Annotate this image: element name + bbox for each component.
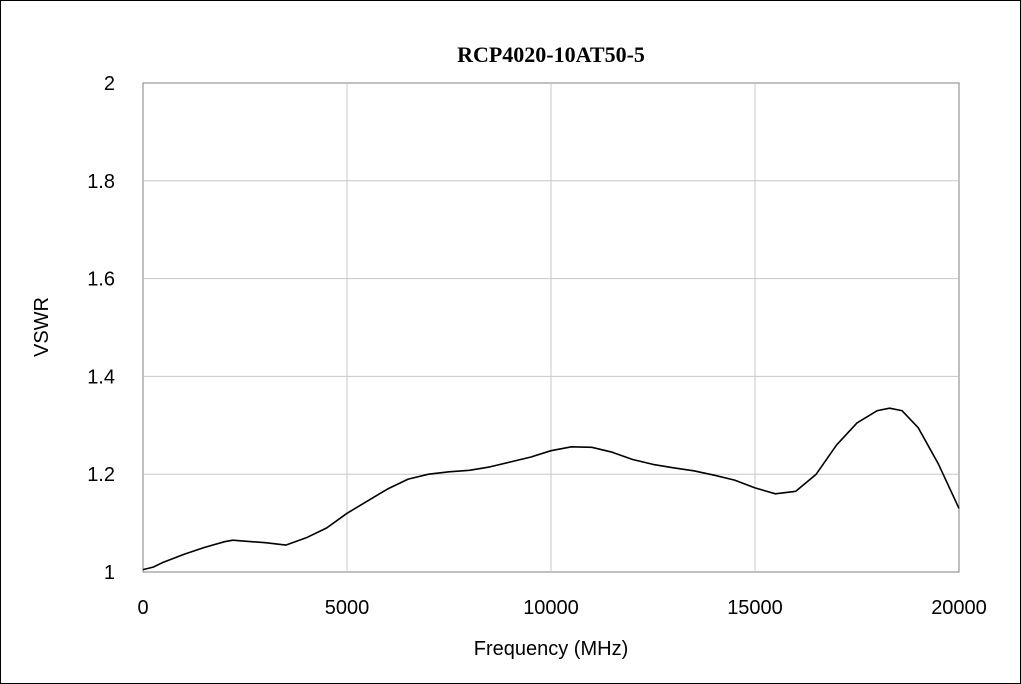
- tick-layer: 0 5000 10000 15000 20000 1 1.2 1.4 1.6 1.8 2: [87, 73, 987, 619]
- y-tick-label: 1: [104, 562, 115, 584]
- x-tick-label: 15000: [727, 597, 783, 619]
- chart-title: RCP4020-10AT50-5: [457, 42, 645, 67]
- grid-layer: [143, 83, 959, 572]
- x-tick-label: 20000: [931, 597, 987, 619]
- x-tick-label: 5000: [325, 597, 370, 619]
- y-tick-label: 1.6: [87, 269, 115, 291]
- series-layer: [142, 407, 960, 571]
- x-axis-label: Frequency (MHz): [474, 638, 628, 660]
- x-tick-label: 10000: [523, 597, 579, 619]
- series-line-vswr: [142, 407, 960, 571]
- y-tick-label: 1.8: [87, 171, 115, 193]
- y-axis-label: VSWR: [31, 297, 53, 357]
- x-tick-label: 0: [137, 597, 148, 619]
- y-tick-label: 1.2: [87, 464, 115, 486]
- y-tick-label: 1.4: [87, 366, 115, 388]
- y-tick-label: 2: [104, 73, 115, 95]
